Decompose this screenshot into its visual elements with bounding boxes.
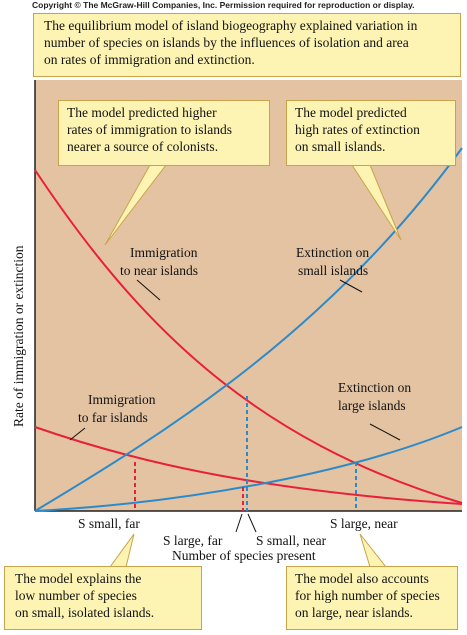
callout-line: rates of immigration to islands: [67, 122, 232, 137]
tick-large-far: [235, 513, 243, 533]
label-immigration-far-2: to far islands: [78, 410, 148, 425]
callout-line: nearer a source of colonists.: [67, 139, 219, 154]
pointer-extinction-small: [339, 279, 363, 293]
callout-line: The model predicted: [295, 105, 407, 120]
label-extinction-small-1: Extinction on: [296, 245, 369, 260]
callout-tail-small-isolated: [109, 533, 135, 568]
equilibrium-small-near: S small, near: [256, 533, 327, 548]
summary-line: number of species on islands by the infl…: [44, 35, 409, 50]
pointer-extinction-large: [369, 423, 401, 441]
callout-immigration: The model predicted higher rates of immi…: [58, 100, 270, 166]
summary-line: on rates of immigration and extinction.: [44, 52, 255, 67]
equilibrium-large-near: S large, near: [330, 516, 398, 531]
immigration-near-curve: [34, 169, 463, 504]
label-immigration-near-2: to near islands: [120, 263, 198, 278]
label-extinction-small-2: small islands: [298, 263, 368, 278]
callout-line: The model predicted higher: [67, 105, 217, 120]
callout-line: on small, isolated islands.: [15, 605, 155, 620]
callout-line: The model also accounts: [295, 571, 429, 586]
callout-line: on small islands.: [295, 139, 386, 154]
callout-line: The model explains the: [15, 571, 142, 586]
immigration-far-curve: [34, 426, 463, 505]
equilibrium-large-far: S large, far: [163, 533, 223, 548]
label-extinction-large-1: Extinction on: [338, 380, 411, 395]
x-axis-label: Number of species present: [172, 548, 316, 563]
label-immigration-far-1: Immigration: [88, 392, 156, 407]
copyright-notice: Copyright © The McGraw-Hill Companies, I…: [32, 0, 415, 10]
pointer-immigration-far: [69, 427, 86, 441]
y-axis-label: Rate of immigration or extinction: [11, 245, 26, 427]
extinction-large-curve: [34, 426, 463, 512]
callout-tail-large-near: [359, 533, 388, 568]
tick-small-near: [247, 513, 257, 533]
callout-line: for high number of species: [295, 588, 440, 603]
callout-line: low number of species: [15, 588, 137, 603]
label-immigration-near-1: Immigration: [130, 245, 198, 260]
callout-large-near: The model also accounts for high number …: [286, 566, 458, 630]
callout-line: high rates of extinction: [295, 122, 420, 137]
equilibrium-small-far: S small, far: [78, 516, 140, 531]
callout-small-isolated: The model explains the low number of spe…: [4, 566, 202, 630]
callout-line: on large, near islands.: [295, 605, 413, 620]
callout-extinction: The model predicted high rates of extinc…: [286, 100, 456, 166]
summary-box: The equilibrium model of island biogeogr…: [33, 13, 461, 77]
extinction-small-curve: [34, 147, 463, 512]
label-extinction-large-2: large islands: [338, 398, 406, 413]
summary-line: The equilibrium model of island biogeogr…: [44, 18, 418, 33]
pointer-immigration-near: [136, 279, 161, 301]
